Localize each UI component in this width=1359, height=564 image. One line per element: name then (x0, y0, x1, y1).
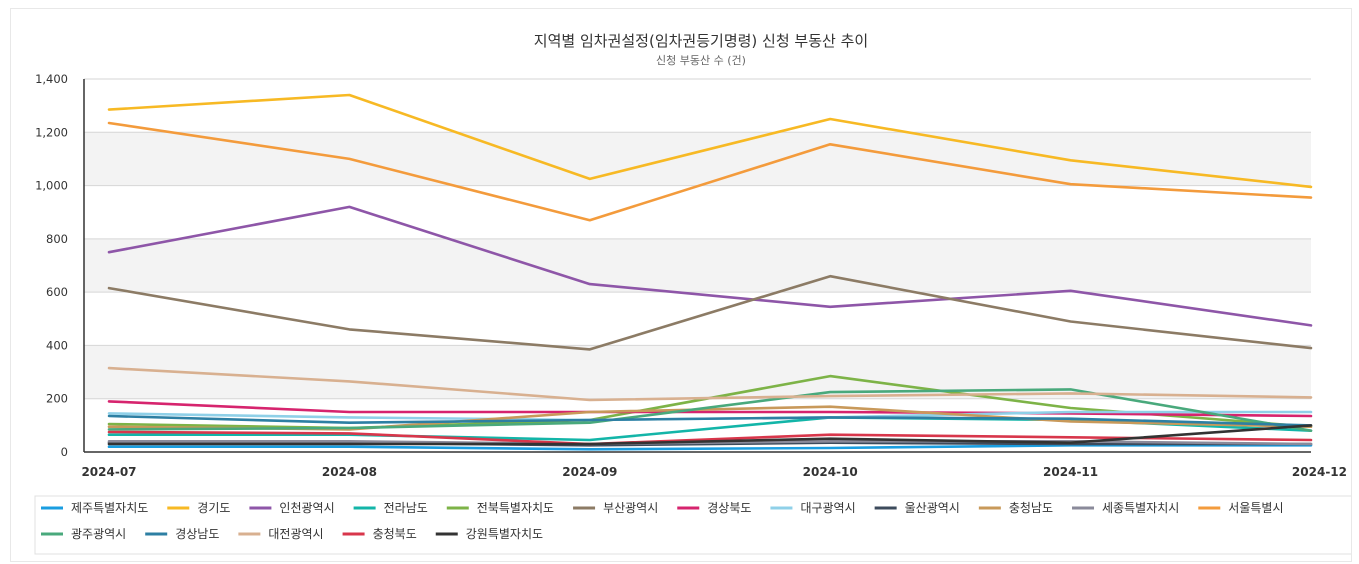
x-axis-ticks: 2024-07 2024-08 2024-09 2024-10 2024-11 2024-… (81, 465, 1347, 479)
y-axis-ticks: 0 200 400 600 800 1,000 1,200 1,400 (35, 72, 68, 459)
x-tick-label: 2024-07 (81, 465, 136, 479)
plot-band (84, 238, 1311, 293)
plot-band (84, 132, 1311, 186)
y-tick-label: 1,400 (35, 72, 68, 86)
series-line (107, 366, 1313, 402)
legend-item: 부산광역시 (603, 501, 658, 515)
x-tick-label: 2024-10 (803, 465, 858, 479)
series-line (107, 205, 1313, 327)
y-tick-label: 200 (46, 392, 68, 406)
legend-item: 경상남도 (175, 527, 219, 541)
legend-item: 서울특별시 (1228, 501, 1283, 515)
legend-item: 세종특별자치시 (1102, 501, 1179, 515)
y-tick-label: 800 (46, 232, 68, 246)
legend: 제주특별자치도 경기도 인천광역시 전라남도 전북특별자치도 부산광역시 경상북도 대구광역시… (34, 495, 1351, 555)
y-tick-label: 600 (46, 285, 68, 299)
series-line (107, 93, 1313, 189)
legend-item: 전북특별자치도 (477, 501, 554, 515)
legend-item: 강원특별자치도 (466, 527, 543, 541)
line-chart: 지역별 임차권설정(임차권등기명령) 신청 부동산 추이 신청 부동산 수 (건… (34, 32, 1351, 555)
legend-item: 인천광역시 (279, 500, 334, 515)
y-tick-label: 1,200 (35, 125, 68, 139)
chart-frame: 지역별 임차권설정(임차권등기명령) 신청 부동산 추이 신청 부동산 수 (건… (10, 8, 1352, 562)
chart-subtitle: 신청 부동산 수 (건) (656, 54, 746, 67)
series-lines (107, 93, 1313, 451)
legend-item: 제주특별자치도 (71, 501, 148, 515)
axes (83, 79, 1311, 453)
series-line (107, 443, 1313, 451)
series-line (107, 388, 1313, 433)
series-line (107, 400, 1313, 418)
plot-bands (84, 132, 1311, 399)
legend-item: 울산광역시 (905, 501, 960, 515)
chart-title: 지역별 임차권설정(임차권등기명령) 신청 부동산 추이 (534, 32, 868, 50)
legend-item: 경상북도 (707, 501, 751, 515)
legend-item: 충청남도 (1009, 501, 1053, 515)
x-tick-label: 2024-08 (322, 465, 377, 479)
legend-item: 충청북도 (373, 527, 417, 541)
y-tick-label: 1,000 (35, 179, 68, 193)
y-tick-label: 0 (61, 445, 68, 459)
legend-item: 대전광역시 (268, 527, 323, 541)
x-tick-label: 2024-12 (1292, 465, 1347, 479)
legend-item: 대구광역시 (800, 501, 855, 515)
series-line (107, 121, 1313, 222)
series-line (107, 274, 1313, 351)
legend-item: 광주광역시 (71, 527, 126, 541)
y-tick-label: 400 (46, 338, 68, 352)
series-line (107, 430, 1313, 446)
legend-item: 전라남도 (384, 501, 428, 515)
plot-band (84, 345, 1311, 399)
legend-box (34, 495, 1351, 555)
legend-item: 경기도 (197, 501, 230, 515)
x-tick-label: 2024-11 (1043, 465, 1098, 479)
x-tick-label: 2024-09 (562, 465, 617, 479)
series-line (107, 424, 1313, 446)
series-line (107, 414, 1313, 427)
